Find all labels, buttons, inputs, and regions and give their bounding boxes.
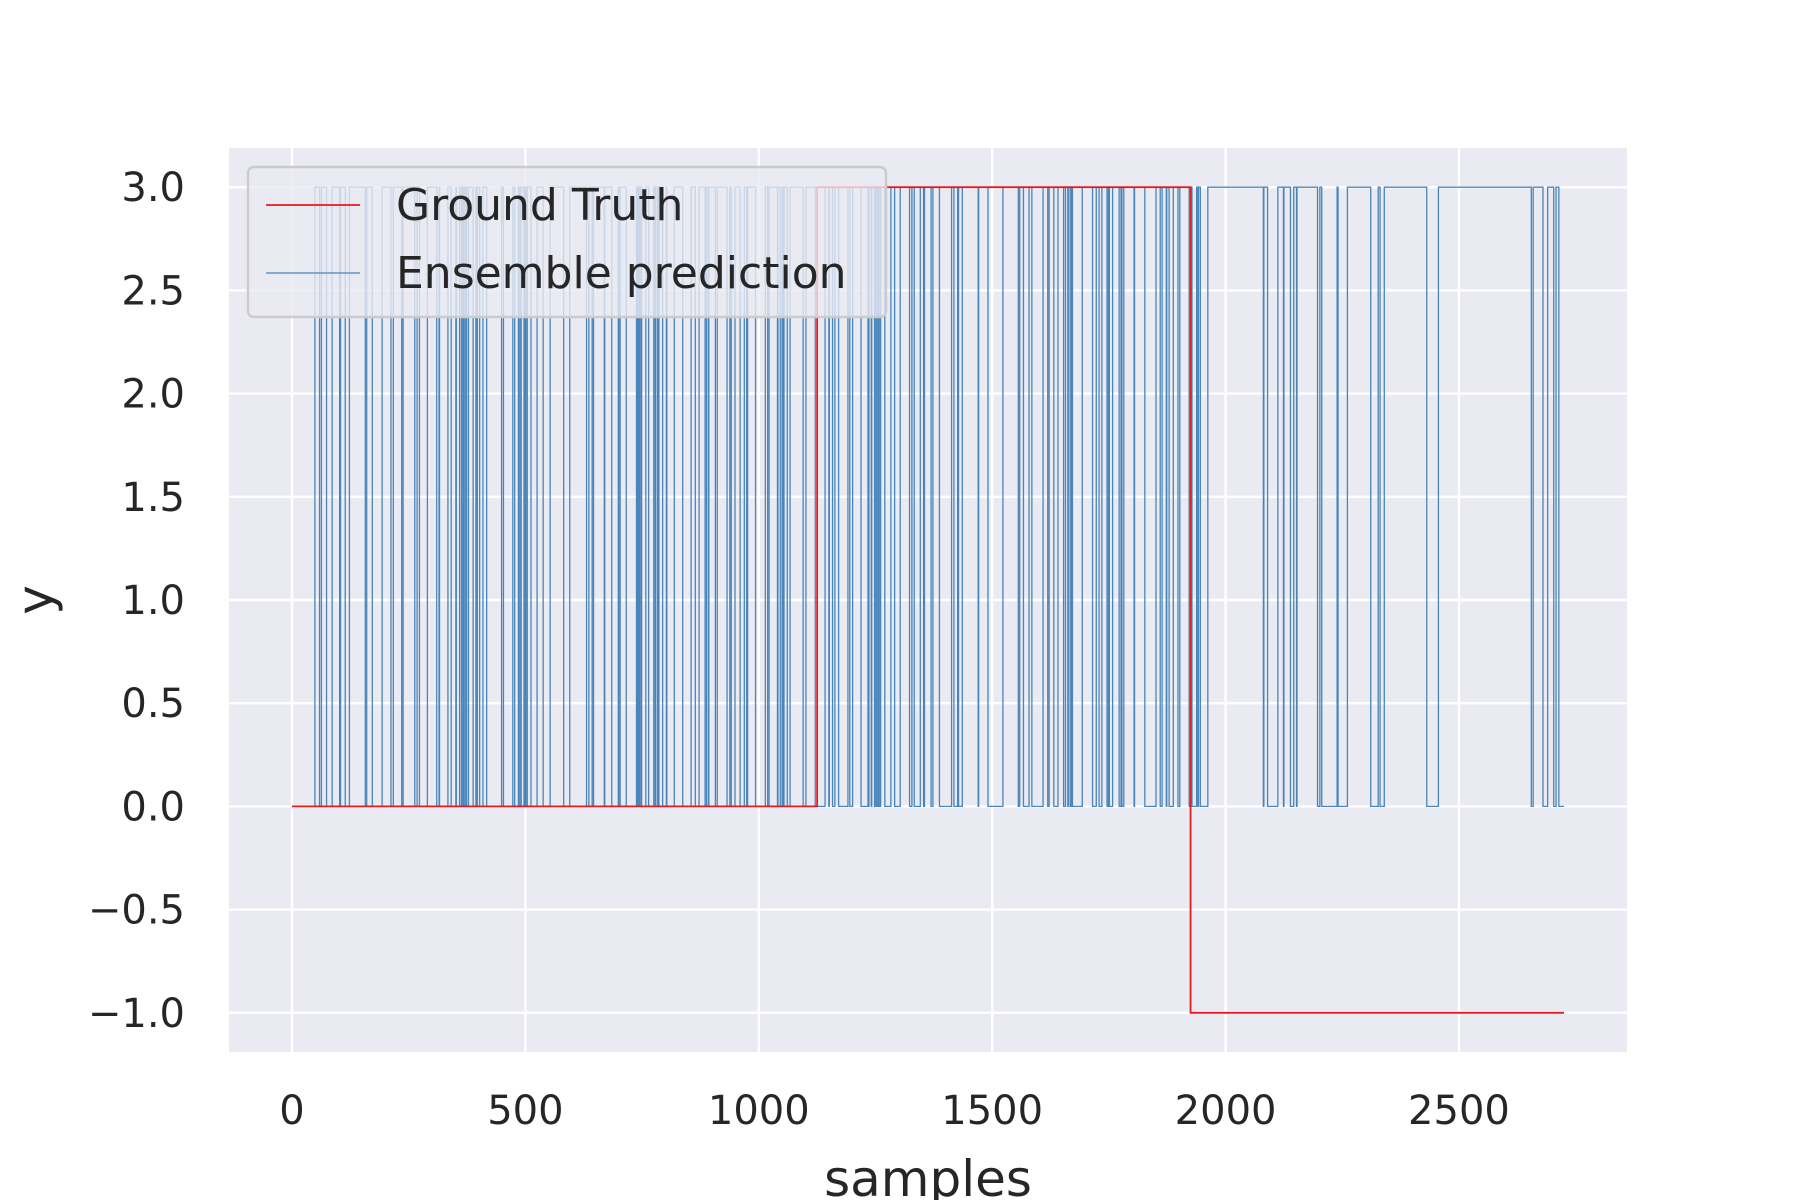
legend-label-ensemble-prediction: Ensemble prediction bbox=[396, 248, 847, 299]
x-tick-label: 1000 bbox=[708, 1088, 810, 1134]
y-tick-label: 0.5 bbox=[121, 681, 185, 727]
x-tick-label: 0 bbox=[279, 1088, 304, 1134]
ground-truth-series bbox=[292, 186, 1564, 1014]
y-tick-label: −0.5 bbox=[88, 888, 185, 934]
legend-box bbox=[246, 165, 888, 319]
legend-label-ground-truth: Ground Truth bbox=[396, 180, 683, 231]
y-axis-label: y bbox=[6, 585, 64, 615]
y-tick-label: 3.0 bbox=[121, 165, 185, 211]
x-tick-label: 1500 bbox=[941, 1088, 1043, 1134]
y-tick-label: 2.0 bbox=[121, 372, 185, 418]
ensemble-prediction-line bbox=[292, 186, 1564, 808]
y-tick-label: 2.5 bbox=[121, 268, 185, 314]
ensemble-prediction-series bbox=[292, 186, 1564, 808]
tick-labels: 0 500 1000 1500 2000 2500 −1.0 −0.5 0.0 0.5 1.0 1.5… bbox=[88, 165, 1510, 1134]
y-tick-label: 1.5 bbox=[121, 475, 185, 521]
y-tick-label: 0.0 bbox=[121, 784, 185, 830]
x-tick-label: 2500 bbox=[1408, 1088, 1510, 1134]
x-axis-label: samples bbox=[824, 1150, 1032, 1200]
y-tick-label: −1.0 bbox=[88, 991, 185, 1037]
y-tick-label: 1.0 bbox=[121, 578, 185, 624]
ground-truth-line bbox=[292, 186, 1564, 1014]
legend: Ground Truth Ensemble prediction bbox=[246, 165, 888, 319]
x-tick-label: 2000 bbox=[1175, 1088, 1277, 1134]
x-tick-label: 500 bbox=[487, 1088, 563, 1134]
